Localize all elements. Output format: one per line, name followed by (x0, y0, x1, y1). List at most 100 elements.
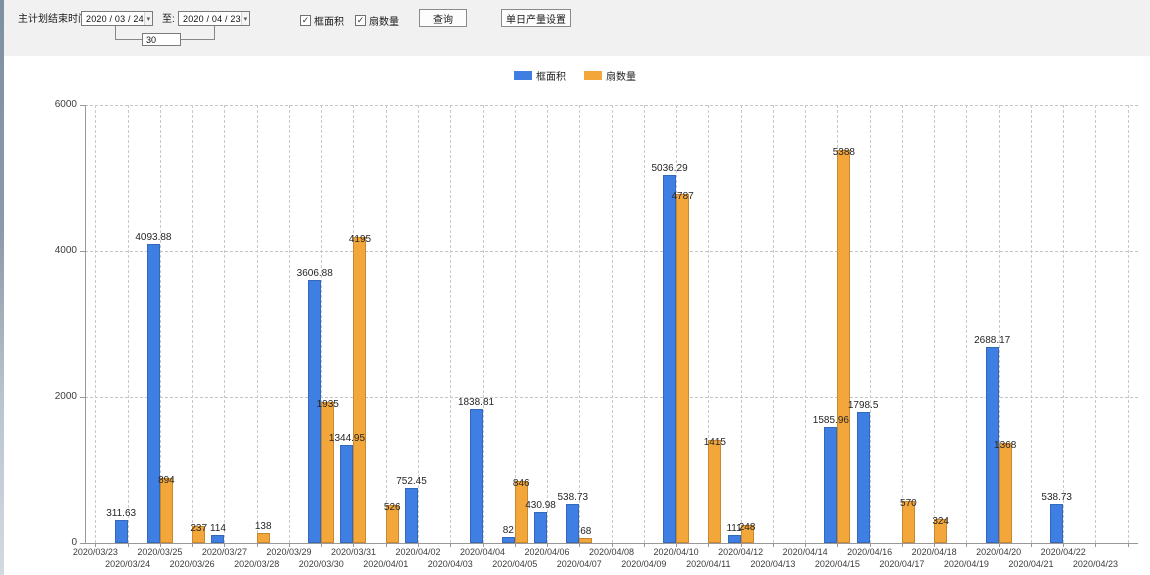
bar-value-label: 4195 (348, 233, 372, 245)
bar-frame-area (146, 244, 160, 543)
end-time-label: 主计划结束时间: (18, 14, 91, 25)
bar-frame-area (114, 520, 128, 543)
x-tick-label: 2020/03/30 (298, 559, 344, 569)
bar-frame-area (663, 175, 677, 543)
bar-frame-area (469, 408, 483, 543)
x-axis-tick (418, 543, 419, 547)
bar-sash-count (837, 149, 851, 543)
grid-hline (85, 397, 1138, 398)
x-axis-line (85, 543, 1138, 544)
x-tick-label: 2020/04/15 (814, 559, 860, 569)
bar-value-label: 3606.88 (296, 267, 333, 279)
bar-value-label: 1935 (316, 398, 339, 410)
x-axis-tick (1063, 543, 1065, 547)
bar-value-label: 114 (209, 522, 226, 534)
legend-label: 扇数量 (606, 72, 636, 83)
x-axis-tick (579, 543, 581, 547)
x-axis-tick (547, 543, 549, 547)
grid-vline (579, 105, 581, 543)
x-axis-tick (643, 543, 645, 547)
bar-value-label: 5388 (832, 146, 855, 158)
x-axis-tick (385, 543, 387, 547)
sash-count-checkbox[interactable]: ✓ 扇数量 (355, 13, 399, 28)
bar-value-label: 68 (580, 526, 592, 538)
x-tick-label: 2020/03/25 (137, 547, 183, 557)
bar-frame-area (566, 503, 580, 543)
x-tick-label: 2020/03/26 (169, 559, 215, 569)
date-to-value: 2020 / 04 / 23 (183, 13, 241, 24)
bar-sash-count (579, 538, 593, 543)
x-tick-label: 2020/04/02 (395, 547, 441, 557)
legend-item-frame-area: 框面积 (514, 68, 566, 83)
y-tick-label: 2000 (54, 391, 77, 402)
y-axis-tick (80, 105, 85, 106)
grid-vline (998, 105, 1000, 543)
x-tick-label: 2020/04/04 (459, 547, 506, 557)
x-tick-label: 2020/03/23 (72, 547, 118, 557)
grid-vline (966, 105, 968, 543)
sash-count-checkbox-label: 扇数量 (369, 17, 399, 28)
bar-value-label: 1368 (994, 440, 1017, 452)
frame-area-checkbox[interactable]: ✓ 框面积 (300, 13, 344, 28)
x-axis-tick (224, 543, 226, 547)
date-from-picker[interactable]: 2020 / 03 / 24 ▾ (81, 11, 153, 26)
date-to-picker[interactable]: 2020 / 04 / 23 ▾ (178, 11, 250, 26)
x-axis-tick (901, 543, 903, 547)
bar-frame-area (501, 537, 515, 543)
daily-output-settings-button[interactable]: 单日产量设置 (501, 9, 571, 27)
date-to-dropdown-icon[interactable]: ▾ (240, 12, 249, 25)
grid-vline (1127, 105, 1129, 543)
bar-frame-area (340, 444, 354, 543)
x-tick-label: 2020/04/11 (686, 559, 731, 569)
bar-sash-count (514, 481, 528, 543)
x-tick-label: 2020/04/03 (427, 559, 473, 569)
interval-connector-left (115, 26, 143, 40)
x-tick-label: 2020/03/24 (105, 559, 151, 569)
x-tick-label: 2020/04/01 (363, 559, 409, 569)
x-tick-label: 2020/04/22 (1040, 547, 1086, 557)
grid-vline (708, 105, 710, 543)
x-tick-label: 2020/04/20 (976, 547, 1022, 557)
bar-sash-count (998, 443, 1012, 543)
bar-value-label: 1344.95 (328, 432, 366, 444)
y-tick-label: 0 (71, 537, 77, 548)
grid-vline (127, 105, 129, 543)
bar-value-label: 752.45 (396, 476, 427, 488)
grid-vline (1063, 105, 1065, 543)
x-axis-tick (676, 543, 678, 547)
bar-value-label: 1415 (703, 436, 726, 448)
bar-value-label: 4093.88 (135, 232, 172, 244)
bar-frame-area (824, 427, 838, 543)
query-button[interactable]: 查询 (419, 9, 467, 27)
bar-frame-area (211, 534, 225, 543)
grid-vline (901, 105, 903, 543)
bar-sash-count (708, 439, 722, 543)
bar-frame-area (308, 279, 322, 543)
bar-sash-count (676, 193, 690, 543)
x-axis-tick (450, 543, 452, 547)
grid-vline (418, 105, 419, 543)
x-axis-tick (353, 543, 355, 547)
x-axis-tick (159, 543, 161, 547)
x-axis-tick (998, 543, 1000, 547)
toolbar: 主计划结束时间: 2020 / 03 / 24 ▾ 至: 2020 / 04 /… (4, 0, 1150, 56)
x-tick-label: 2020/04/09 (621, 559, 667, 569)
date-from-dropdown-icon[interactable]: ▾ (143, 12, 152, 25)
grid-vline (224, 105, 226, 543)
grid-vline (482, 105, 484, 543)
bar-value-label: 2688.17 (974, 334, 1011, 346)
x-tick-label: 2020/04/21 (1008, 559, 1054, 569)
x-tick-label: 2020/03/31 (330, 547, 376, 557)
interval-days-input[interactable] (142, 33, 181, 46)
x-axis-tick (772, 543, 774, 547)
bar-value-label: 526 (383, 501, 401, 513)
bar-frame-area (856, 411, 870, 543)
grid-vline (256, 105, 258, 543)
x-axis-tick (934, 543, 936, 547)
x-axis-tick (127, 543, 129, 547)
grid-vline (1030, 105, 1032, 543)
x-tick-label: 2020/04/06 (524, 547, 570, 557)
x-axis-tick (869, 543, 871, 547)
interval-connector-right (181, 26, 215, 40)
to-label: 至: (162, 14, 175, 25)
